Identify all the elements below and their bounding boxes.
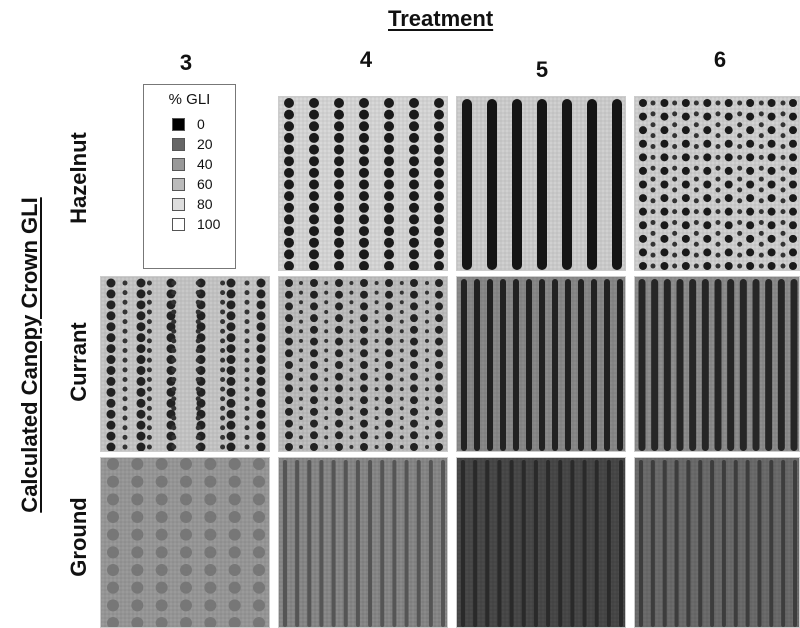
legend-item: 100: [154, 214, 225, 234]
panel-ground-3: [100, 457, 270, 628]
row-label-ground: Ground: [66, 497, 91, 577]
legend-item-label: 0: [197, 116, 205, 132]
panel-hazelnut-6: [634, 96, 800, 271]
legend-swatch: [172, 177, 185, 191]
column-label-3: 3: [179, 50, 193, 75]
panel-currant-6: [634, 276, 800, 452]
column-label-4: 4: [359, 47, 373, 72]
legend-swatch: [172, 217, 185, 231]
gli-legend: % GLI 0 20 40 60 80 100: [143, 84, 236, 269]
legend-swatch: [172, 117, 185, 131]
legend-item: 20: [154, 134, 225, 154]
figure-title: Treatment: [388, 6, 494, 31]
row-label-hazelnut: Hazelnut: [66, 132, 91, 224]
legend-swatch: [172, 197, 185, 211]
panel-ground-5: [456, 457, 626, 628]
legend-item-label: 40: [197, 156, 213, 172]
legend-swatch: [172, 157, 185, 171]
column-label-5: 5: [535, 57, 549, 82]
column-label-6: 6: [713, 47, 727, 72]
legend-item: 60: [154, 174, 225, 194]
legend-item-label: 80: [197, 196, 213, 212]
legend-item-label: 20: [197, 136, 213, 152]
legend-item: 0: [154, 114, 225, 134]
panel-currant-3: [100, 276, 270, 452]
legend-item: 80: [154, 194, 225, 214]
legend-title: % GLI: [168, 91, 211, 108]
panel-hazelnut-5: [456, 96, 626, 271]
legend-swatch: [172, 137, 185, 151]
y-axis-label: Calculated Canopy Crown GLI: [17, 197, 42, 513]
panel-hazelnut-4: [278, 96, 448, 271]
legend-item-label: 100: [197, 216, 221, 232]
panel-ground-6: [634, 457, 800, 628]
legend-item: 40: [154, 154, 225, 174]
panel-currant-4: [278, 276, 448, 452]
row-label-currant: Currant: [66, 322, 91, 402]
panel-currant-5: [456, 276, 626, 452]
legend-item-label: 60: [197, 176, 213, 192]
panel-ground-4: [278, 457, 448, 628]
